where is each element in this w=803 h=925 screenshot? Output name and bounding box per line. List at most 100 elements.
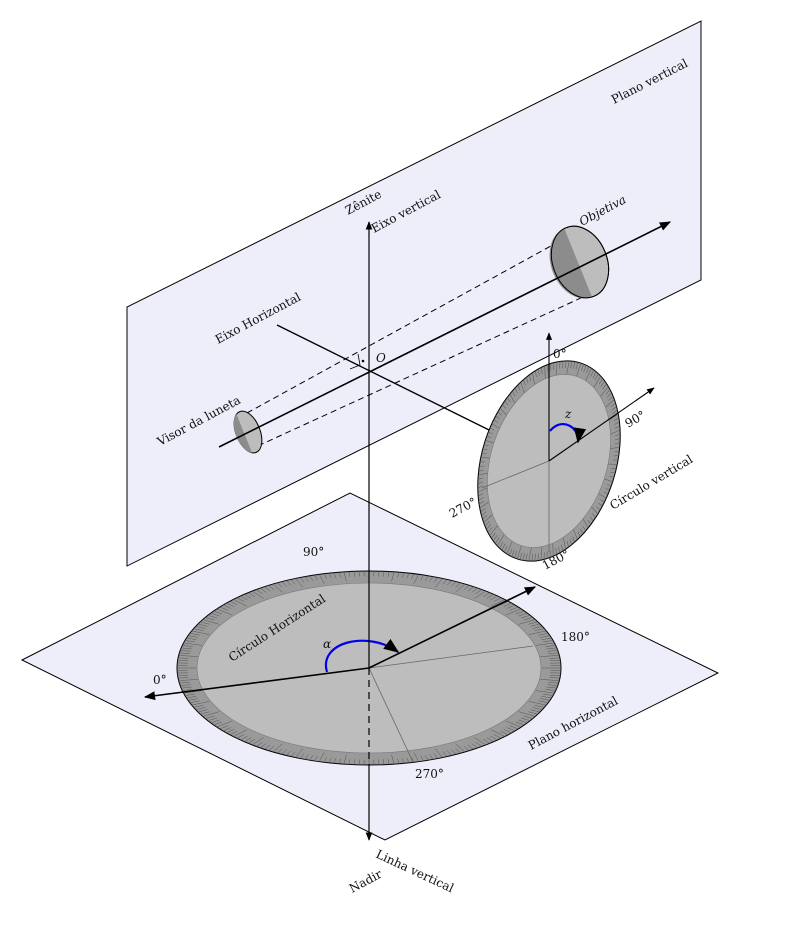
graduation-tick xyxy=(420,574,424,581)
graduation-tick xyxy=(563,537,566,550)
graduation-tick xyxy=(566,540,569,548)
graduation-tick xyxy=(378,759,380,765)
graduation-tick xyxy=(502,404,506,409)
graduation-tick xyxy=(600,380,605,387)
graduation-tick xyxy=(576,362,582,376)
graduation-tick xyxy=(483,514,493,523)
graduation-tick xyxy=(546,686,557,689)
graduation-tick xyxy=(290,751,296,757)
graduation-tick xyxy=(202,619,220,625)
graduation-tick xyxy=(582,519,589,529)
graduation-tick xyxy=(442,751,448,757)
alpha-label: α xyxy=(323,637,331,651)
graduation-tick xyxy=(478,493,484,497)
graduation-tick xyxy=(195,707,206,711)
graduation-tick xyxy=(526,377,529,384)
graduation-tick xyxy=(547,650,558,652)
right-angle-dot xyxy=(361,359,365,363)
graduation-tick xyxy=(539,635,551,638)
graduation-tick xyxy=(467,744,474,750)
graduation-tick xyxy=(606,392,612,398)
vertical-tick-90: 90° xyxy=(623,408,648,431)
graduation-tick xyxy=(433,753,439,759)
graduation-tick xyxy=(178,657,189,659)
graduation-tick xyxy=(516,546,522,560)
graduation-tick xyxy=(479,465,485,467)
graduation-tick xyxy=(570,361,573,369)
linha-vertical-label: Linha vertical xyxy=(374,847,456,895)
graduation-tick xyxy=(528,630,547,635)
graduation-tick xyxy=(490,595,498,601)
graduation-tick xyxy=(487,527,493,533)
graduation-tick xyxy=(216,720,233,728)
graduation-tick xyxy=(583,365,587,373)
graduation-tick xyxy=(451,749,457,755)
graduation-tick xyxy=(244,594,252,599)
graduation-tick xyxy=(509,725,519,730)
graduation-tick xyxy=(598,493,607,499)
graduation-tick xyxy=(286,750,292,756)
graduation-tick xyxy=(429,754,434,760)
graduation-tick xyxy=(541,637,552,640)
graduation-tick xyxy=(281,581,287,587)
graduation-tick xyxy=(286,580,292,586)
graduation-tick xyxy=(319,752,325,762)
graduation-tick xyxy=(539,698,551,701)
graduation-tick xyxy=(555,548,557,555)
graduation-tick xyxy=(446,750,452,756)
graduation-tick xyxy=(482,514,488,520)
graduation-tick xyxy=(358,759,360,765)
graduation-tick xyxy=(479,501,489,509)
graduation-tick xyxy=(509,606,519,611)
graduation-tick xyxy=(518,719,528,724)
graduation-tick xyxy=(178,677,189,679)
graduation-tick xyxy=(518,711,536,717)
graduation-tick xyxy=(521,717,531,722)
graduation-tick xyxy=(600,386,609,397)
graduation-tick xyxy=(193,628,204,631)
graduation-tick xyxy=(479,461,485,463)
graduation-tick xyxy=(314,755,318,762)
graduation-tick xyxy=(433,577,439,583)
graduation-tick xyxy=(471,587,478,593)
graduation-tick xyxy=(244,737,252,742)
graduation-tick xyxy=(540,679,560,681)
graduation-tick xyxy=(483,739,490,744)
graduation-tick xyxy=(406,757,410,763)
graduation-tick xyxy=(290,579,296,585)
graduation-tick xyxy=(486,435,492,439)
graduation-tick xyxy=(229,601,238,606)
graduation-tick xyxy=(495,415,500,420)
graduation-tick xyxy=(295,748,304,758)
graduation-tick xyxy=(514,387,518,394)
graduation-tick xyxy=(605,399,615,408)
graduation-tick xyxy=(343,754,347,765)
graduation-tick xyxy=(614,451,620,453)
graduation-tick xyxy=(391,571,395,582)
graduation-tick xyxy=(602,383,607,390)
graduation-tick xyxy=(222,727,232,732)
graduation-tick xyxy=(546,647,557,650)
graduation-tick xyxy=(424,575,429,581)
graduation-tick xyxy=(547,684,558,686)
graduation-tick xyxy=(240,595,248,601)
horizontal-tick-180: 180° xyxy=(561,630,590,644)
graduation-tick xyxy=(304,754,309,760)
graduation-tick xyxy=(592,371,597,379)
graduation-tick xyxy=(491,532,496,539)
graduation-tick xyxy=(523,379,526,386)
graduation-tick xyxy=(455,743,466,753)
graduation-tick xyxy=(506,541,513,554)
graduation-tick xyxy=(541,696,552,699)
z-label: z xyxy=(564,407,572,421)
graduation-tick xyxy=(268,745,275,751)
graduation-tick xyxy=(520,382,525,393)
graduation-tick xyxy=(561,544,563,552)
graduation-tick xyxy=(491,599,505,607)
circulo-vertical-label: Círculo vertical xyxy=(607,452,695,513)
graduation-tick xyxy=(197,709,208,713)
graduation-tick xyxy=(184,640,196,643)
graduation-tick xyxy=(191,630,210,635)
graduation-tick xyxy=(236,597,245,602)
horizontal-tick-90: 90° xyxy=(303,545,324,559)
